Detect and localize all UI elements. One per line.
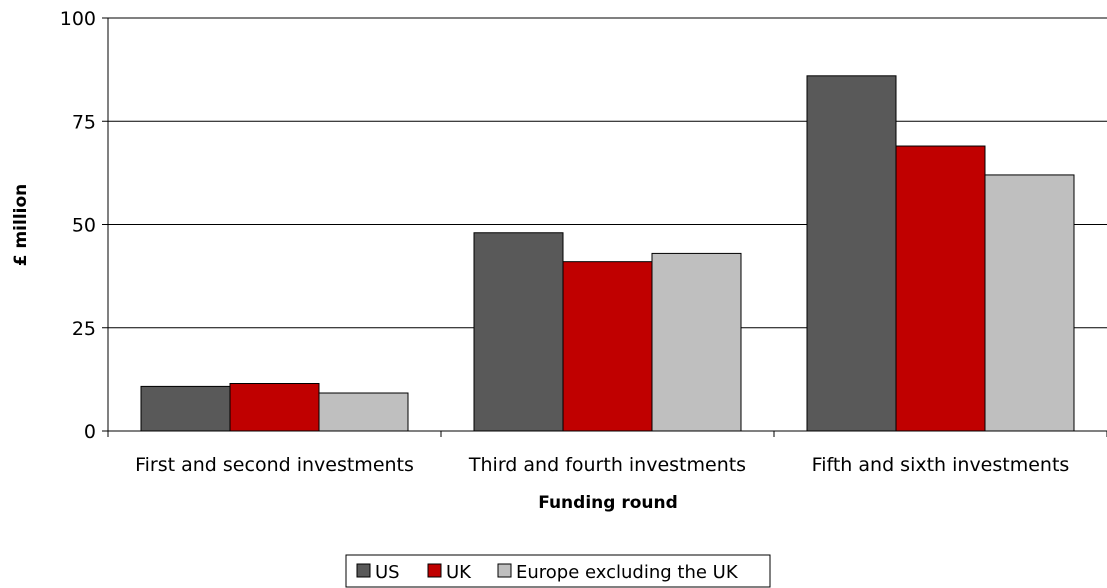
x-category-label: Third and fourth investments	[468, 454, 746, 476]
legend-label: UK	[446, 562, 472, 583]
bar-europe-excluding-the-uk	[651, 252, 742, 432]
legend-label: Europe excluding the UK	[516, 562, 739, 583]
y-tick-label: 50	[72, 215, 96, 237]
y-tick-label: 0	[84, 421, 96, 443]
legend-label: US	[375, 562, 400, 583]
bars	[140, 75, 1075, 432]
x-axis-title: Funding round	[538, 493, 678, 513]
legend: US UK Europe excluding the UK	[345, 554, 771, 588]
y-ticks: 0 25 50 75 100	[60, 8, 108, 443]
bar-uk	[562, 261, 653, 432]
x-category-label: Fifth and sixth investments	[812, 454, 1070, 476]
legend-box	[345, 554, 771, 588]
bar-us	[473, 232, 564, 432]
y-tick-label: 75	[72, 111, 96, 133]
bar-uk	[895, 145, 986, 432]
bar-europe-excluding-the-uk	[984, 174, 1075, 432]
legend-swatch	[427, 563, 442, 578]
legend-swatch	[497, 563, 512, 578]
legend-swatch	[356, 563, 371, 578]
bar-uk	[229, 383, 320, 432]
y-axis-title: £ million	[11, 184, 31, 267]
x-category-label: First and second investments	[135, 454, 414, 476]
y-tick-label: 100	[60, 8, 96, 30]
bar-us	[806, 75, 897, 432]
y-tick-label: 25	[72, 318, 96, 340]
bar-europe-excluding-the-uk	[318, 392, 409, 432]
bar-us	[140, 385, 231, 432]
x-ticks: First and second investments Third and fo…	[107, 431, 1107, 476]
